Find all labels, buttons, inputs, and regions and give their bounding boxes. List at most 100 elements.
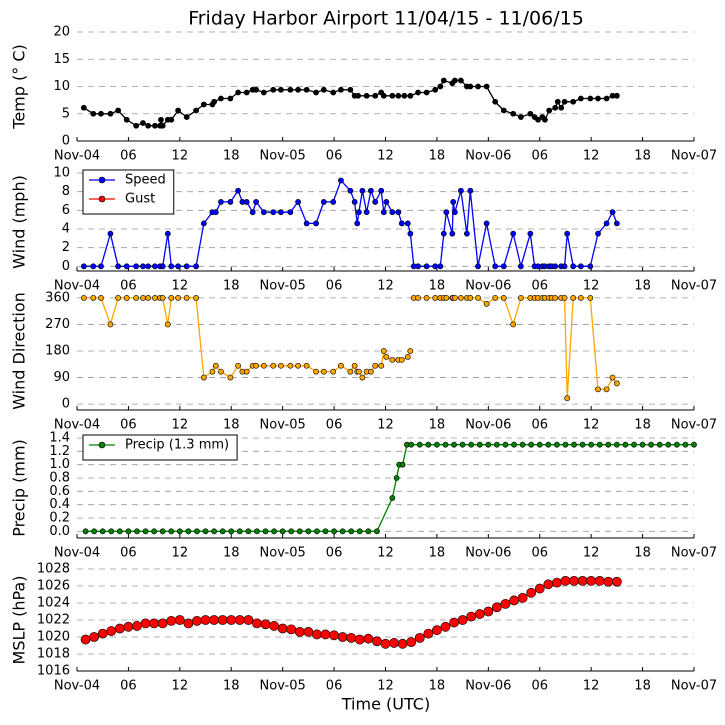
legend-marker	[98, 195, 106, 203]
data-point	[288, 528, 295, 535]
data-point	[253, 362, 260, 369]
data-point	[407, 348, 414, 354]
data-point	[389, 92, 396, 99]
data-point	[587, 263, 594, 270]
legend-marker	[98, 441, 106, 449]
data-point	[380, 638, 391, 649]
data-point	[80, 294, 87, 301]
data-point	[534, 583, 545, 594]
data-point	[152, 122, 158, 129]
x-tick-label: Nov-07	[671, 679, 717, 694]
data-point	[212, 209, 219, 216]
data-point	[279, 528, 286, 535]
y-tick-label: 6	[62, 203, 70, 218]
data-point	[577, 294, 584, 301]
y-tick-label: 0	[62, 259, 70, 274]
data-point	[389, 356, 396, 363]
x-tick-label: Nov-06	[465, 679, 511, 694]
x-tick-label: Nov-07	[671, 149, 717, 164]
data-point	[278, 209, 284, 216]
data-point	[351, 362, 358, 369]
x-tick-label: 12	[172, 149, 189, 164]
legend: Speed Gust	[82, 169, 175, 215]
data-point	[338, 86, 344, 93]
data-point	[517, 593, 528, 603]
data-point	[500, 598, 511, 609]
data-point	[450, 199, 457, 205]
data-point	[107, 110, 114, 117]
data-point	[277, 623, 288, 634]
y-tick-label: 1.0	[49, 457, 70, 472]
data-point	[613, 441, 620, 448]
x-tick-label: 12	[377, 149, 394, 164]
x-tick-label: 18	[223, 418, 240, 433]
data-point	[218, 199, 224, 205]
data-point	[320, 629, 331, 640]
data-point	[656, 441, 663, 448]
data-point	[294, 627, 305, 637]
data-point	[193, 107, 200, 114]
data-point	[200, 615, 211, 625]
x-tick-label: 18	[429, 546, 446, 561]
data-point	[553, 441, 560, 448]
data-point	[159, 122, 166, 129]
data-point	[80, 263, 87, 270]
x-tick-label: 18	[223, 546, 240, 561]
x-tick-label: 18	[634, 279, 651, 294]
data-point	[587, 95, 594, 102]
y-axis-label: MSLP (hPa)	[10, 576, 29, 665]
data-point	[363, 92, 370, 99]
x-tick-label: 12	[377, 679, 394, 694]
data-point	[194, 528, 200, 535]
data-point	[404, 220, 411, 227]
data-point	[260, 209, 267, 216]
data-point	[510, 321, 517, 328]
x-tick-label: 12	[583, 279, 600, 294]
data-point	[415, 263, 421, 270]
data-point	[227, 199, 234, 205]
x-tick-label: 18	[429, 679, 446, 694]
x-tick-label: 12	[172, 279, 189, 294]
data-point	[432, 625, 442, 636]
data-point	[99, 528, 106, 535]
data-point	[174, 615, 185, 625]
data-point	[458, 77, 464, 84]
y-tick-label: 1022	[37, 613, 70, 628]
y-tick-label: 0.8	[49, 471, 70, 486]
data-point	[252, 618, 262, 629]
data-point	[192, 615, 202, 626]
data-point	[218, 95, 224, 102]
data-point	[510, 230, 517, 237]
data-point	[609, 374, 616, 381]
data-point	[492, 263, 499, 270]
data-point	[457, 615, 468, 625]
data-point	[159, 263, 166, 270]
y-tick-label: 1016	[37, 664, 70, 679]
data-point	[295, 199, 301, 205]
data-point	[432, 294, 439, 301]
data-point	[356, 368, 362, 375]
data-point	[442, 441, 449, 448]
data-point	[193, 263, 200, 270]
data-point	[134, 528, 140, 535]
data-point	[115, 294, 122, 301]
x-tick-label: 18	[634, 546, 651, 561]
data-point	[443, 209, 450, 216]
data-point	[322, 528, 329, 535]
data-point	[149, 618, 160, 629]
legend-box	[82, 434, 238, 461]
data-point	[519, 441, 526, 448]
data-point	[404, 353, 411, 360]
data-point	[476, 441, 483, 448]
data-point	[437, 263, 444, 270]
data-point	[432, 86, 439, 93]
data-point	[527, 230, 534, 237]
x-tick-label: Nov-05	[260, 546, 306, 561]
data-point	[347, 368, 354, 375]
data-point	[492, 294, 499, 301]
data-point	[355, 92, 361, 99]
data-point	[449, 617, 459, 628]
data-point	[270, 86, 277, 93]
data-point	[200, 374, 207, 381]
data-point	[673, 441, 680, 448]
